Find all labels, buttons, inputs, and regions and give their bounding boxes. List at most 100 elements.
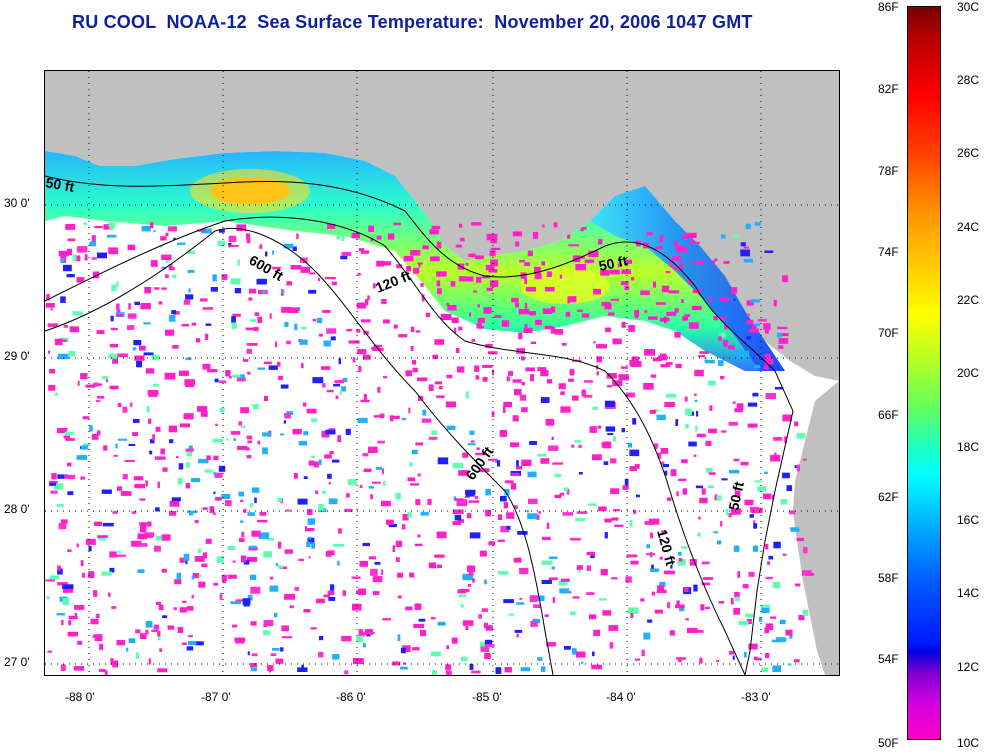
- sst-pixel: [483, 307, 492, 314]
- sst-pixel: [264, 396, 268, 401]
- sst-pixel: [546, 379, 553, 384]
- sst-pixel: [360, 319, 371, 323]
- colorbar-label-c: 20C: [957, 366, 980, 380]
- sst-pixel: [431, 430, 438, 436]
- sst-pixel: [178, 370, 189, 376]
- sst-pixel: [560, 391, 565, 395]
- sst-pixel: [272, 250, 275, 255]
- sst-pixel: [646, 232, 653, 236]
- sst-pixel: [776, 332, 782, 338]
- sst-pixel: [187, 270, 195, 273]
- sst-pixel: [802, 609, 809, 617]
- sst-pixel: [733, 458, 740, 462]
- sst-pixel: [575, 518, 586, 522]
- sst-pixel: [110, 327, 118, 331]
- sst-pixel: [514, 629, 523, 633]
- sst-pixel: [750, 299, 761, 303]
- sst-pixel: [581, 313, 590, 318]
- sst-pixel: [544, 614, 549, 617]
- sst-pixel: [401, 524, 406, 530]
- sst-pixel: [212, 274, 217, 282]
- sst-pixel: [213, 472, 217, 476]
- sst-pixel: [753, 523, 758, 529]
- sst-pixel: [707, 380, 716, 386]
- sst-pixel: [200, 228, 212, 234]
- sst-pixel: [533, 604, 541, 609]
- sst-pixel: [700, 260, 704, 265]
- sst-pixel: [117, 486, 122, 491]
- sst-pixel: [650, 374, 657, 378]
- sst-pixel: [554, 494, 562, 498]
- sst-pixel: [590, 555, 595, 559]
- sst-pixel: [682, 488, 687, 495]
- sst-pixel: [83, 443, 91, 446]
- sst-pixel: [341, 235, 345, 241]
- sst-pixel: [517, 531, 528, 535]
- sst-pixel: [469, 430, 475, 435]
- map-title: RU COOL NOAA-12 Sea Surface Temperature:…: [72, 12, 753, 32]
- sst-pixel: [48, 350, 51, 354]
- sst-pixel: [381, 468, 384, 475]
- sst-pixel: [202, 307, 214, 310]
- sst-pixel: [115, 443, 118, 449]
- colorbar-label-f: 66F: [878, 408, 899, 422]
- sst-pixel: [403, 255, 414, 262]
- sst-pixel: [331, 459, 340, 463]
- map-canvas: 50 ft 600 ft 120 ft 50 ft 600 ft 120 ft …: [45, 71, 839, 675]
- sst-pixel: [399, 666, 408, 670]
- sst-pixel: [387, 233, 395, 240]
- sst-pixel: [546, 641, 557, 647]
- sst-pixel: [530, 620, 538, 627]
- sst-pixel: [330, 584, 335, 591]
- sst-pixel: [753, 520, 756, 525]
- sst-pixel: [65, 224, 76, 230]
- sst-pixel: [371, 346, 380, 351]
- sst-pixel: [625, 392, 635, 398]
- sst-pixel: [663, 570, 675, 575]
- sst-pixel: [215, 496, 222, 501]
- sst-pixel: [99, 643, 103, 650]
- colorbar-label-c: 22C: [957, 293, 980, 307]
- colorbar-label-c: 12C: [957, 660, 980, 674]
- sst-pixel: [593, 629, 600, 636]
- sst-pixel: [250, 667, 257, 672]
- sst-pixel: [280, 384, 289, 389]
- sst-pixel: [412, 647, 420, 651]
- sst-pixel: [676, 246, 685, 253]
- sst-pixel: [240, 407, 249, 414]
- sst-pixel: [654, 609, 663, 614]
- cold-pixel-speckles: [45, 222, 815, 675]
- sst-pixel: [550, 327, 556, 334]
- sst-pixel: [182, 600, 187, 603]
- sst-pixel: [796, 464, 800, 472]
- sst-pixel: [410, 346, 414, 351]
- sst-pixel: [161, 287, 167, 290]
- sst-pixel: [109, 225, 115, 230]
- sst-pixel: [169, 500, 180, 507]
- sst-pixel: [782, 553, 787, 556]
- sst-pixel: [148, 658, 151, 665]
- sst-pixel: [110, 315, 114, 322]
- sst-pixel: [701, 561, 710, 565]
- sst-pixel: [407, 511, 412, 519]
- sst-pixel: [456, 366, 465, 373]
- sst-pixel: [161, 266, 167, 269]
- sst-pixel: [777, 326, 788, 330]
- sst-pixel: [374, 562, 381, 565]
- sst-pixel: [134, 301, 140, 306]
- sst-pixel: [250, 621, 257, 626]
- sst-pixel: [72, 254, 77, 261]
- sst-pixel: [187, 510, 198, 513]
- sst-pixel: [283, 243, 294, 249]
- sst-pixel: [754, 323, 761, 327]
- sst-pixel: [312, 377, 324, 384]
- sst-pixel: [782, 414, 792, 422]
- sst-pixel: [709, 405, 713, 411]
- sst-pixel: [278, 375, 283, 381]
- sst-pixel: [452, 509, 464, 514]
- sst-pixel: [301, 362, 304, 369]
- sst-pixel: [530, 374, 534, 382]
- sst-pixel: [527, 250, 533, 257]
- sst-pixel: [281, 625, 289, 632]
- sst-pixel: [536, 514, 540, 520]
